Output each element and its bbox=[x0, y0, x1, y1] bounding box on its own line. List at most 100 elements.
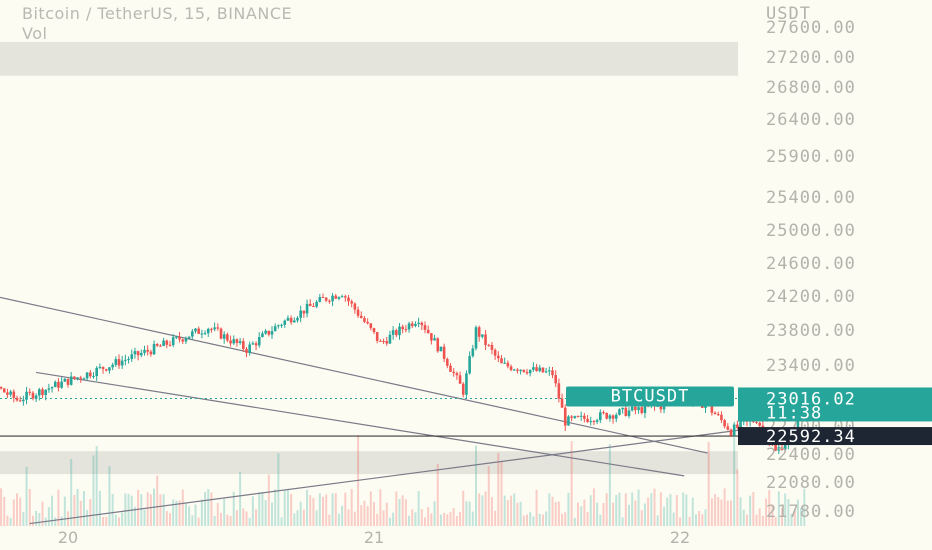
volume-bar bbox=[191, 515, 194, 526]
candle-body bbox=[551, 370, 554, 376]
candle bbox=[318, 294, 322, 303]
candle bbox=[76, 377, 79, 381]
volume-bar bbox=[395, 491, 398, 526]
candle-body bbox=[611, 415, 615, 419]
volume-bar bbox=[592, 488, 595, 526]
candle-body bbox=[340, 296, 344, 298]
candle bbox=[251, 341, 255, 345]
price-label: 23800.00 bbox=[766, 321, 856, 341]
volume-bar bbox=[478, 493, 481, 526]
volume-bar bbox=[306, 489, 309, 526]
candle-body bbox=[66, 378, 70, 385]
volume-bar bbox=[487, 466, 490, 526]
candle-body bbox=[120, 360, 124, 366]
candle-body bbox=[200, 333, 204, 335]
volume-bar bbox=[761, 515, 764, 526]
candle bbox=[261, 331, 264, 338]
price-axis[interactable]: USDT 27600.00 27200.00 26800.00 26400.00 259… bbox=[766, 4, 856, 522]
volume-bar bbox=[707, 441, 710, 526]
candle-body bbox=[270, 331, 274, 335]
candle-body bbox=[124, 359, 127, 361]
candle bbox=[308, 299, 312, 307]
candle-body bbox=[238, 341, 242, 343]
candle bbox=[200, 329, 204, 339]
volume-bar bbox=[688, 516, 691, 526]
candle bbox=[2, 388, 6, 393]
candle-body bbox=[503, 362, 506, 364]
candle-body bbox=[732, 424, 736, 436]
volume-bar bbox=[691, 497, 694, 526]
candle bbox=[149, 349, 153, 357]
candle-body bbox=[573, 416, 577, 418]
volume-bars bbox=[0, 435, 806, 526]
candle-body bbox=[283, 320, 287, 325]
date-label: 22 bbox=[670, 528, 690, 547]
volume-bar bbox=[519, 501, 522, 526]
candle bbox=[302, 310, 306, 318]
volume-bar bbox=[229, 515, 232, 526]
volume-bar bbox=[200, 499, 203, 526]
candle bbox=[334, 293, 338, 300]
candle-body bbox=[334, 295, 338, 299]
volume-bar bbox=[255, 509, 258, 526]
candle bbox=[573, 415, 577, 419]
candle bbox=[379, 339, 382, 342]
volume-bar bbox=[580, 506, 583, 526]
candle-body bbox=[592, 421, 596, 423]
candle-body bbox=[324, 297, 328, 301]
candle bbox=[538, 364, 542, 373]
candle-body bbox=[535, 367, 538, 371]
candle-body bbox=[398, 326, 401, 336]
candle-body bbox=[755, 421, 758, 423]
candle bbox=[723, 418, 726, 429]
candle-body bbox=[194, 328, 197, 332]
volume-bar bbox=[41, 501, 44, 526]
volume-bar bbox=[589, 495, 592, 526]
candle-body bbox=[509, 366, 513, 371]
candle-body bbox=[248, 344, 251, 353]
candle bbox=[25, 386, 28, 405]
volume-bar bbox=[570, 441, 573, 526]
candle bbox=[206, 327, 210, 338]
candle-body bbox=[780, 447, 784, 450]
candle-body bbox=[471, 348, 475, 357]
candle bbox=[203, 330, 207, 335]
volume-bar bbox=[89, 499, 92, 526]
candle-body bbox=[242, 341, 245, 350]
volume-bar bbox=[73, 494, 76, 526]
candle bbox=[356, 306, 360, 318]
candle-body bbox=[739, 421, 742, 428]
candle-body bbox=[528, 369, 532, 374]
candle-body bbox=[130, 354, 134, 360]
candle-body bbox=[85, 372, 89, 379]
candle bbox=[47, 383, 51, 393]
candle bbox=[532, 362, 535, 372]
candle bbox=[293, 317, 296, 323]
candle bbox=[15, 395, 19, 402]
volume-bar bbox=[679, 517, 681, 526]
candle bbox=[344, 294, 347, 302]
candle bbox=[589, 416, 593, 426]
volume-bar bbox=[404, 499, 407, 526]
candle bbox=[315, 299, 318, 309]
candle bbox=[226, 332, 229, 343]
volume-bar bbox=[12, 499, 15, 526]
volume-bar bbox=[267, 474, 270, 526]
candle bbox=[22, 395, 25, 406]
candle-body bbox=[108, 367, 111, 371]
candle bbox=[219, 327, 223, 340]
volume-bar bbox=[526, 514, 528, 526]
volume-bar bbox=[328, 514, 331, 526]
candle bbox=[168, 340, 172, 347]
candle-body bbox=[614, 414, 618, 419]
volume-bar bbox=[564, 512, 567, 526]
date-axis[interactable]: 20 21 22 bbox=[58, 528, 690, 547]
volume-bar bbox=[223, 498, 226, 526]
candle bbox=[551, 366, 554, 379]
candle bbox=[267, 330, 271, 337]
candle-body bbox=[251, 343, 255, 345]
candle bbox=[146, 345, 149, 356]
candle-body bbox=[69, 376, 73, 385]
candle-body bbox=[280, 324, 283, 326]
